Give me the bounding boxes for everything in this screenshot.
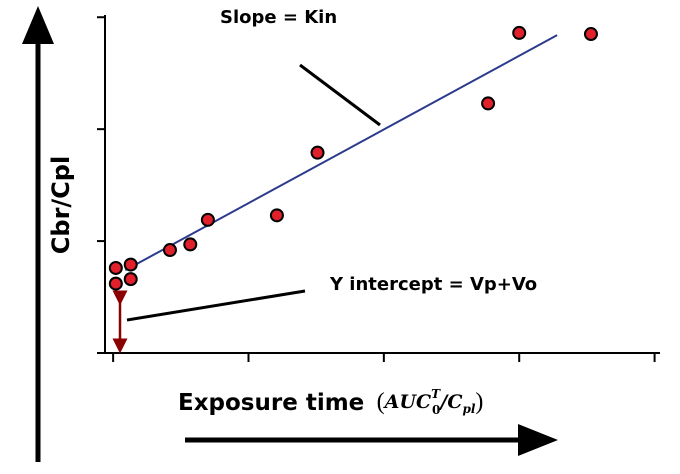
y-arrow-head [22, 6, 54, 44]
x-label-text: Exposure time [178, 390, 364, 416]
x-label-sub2: pl [462, 402, 475, 416]
x-label-slash: /C [438, 391, 462, 413]
x-arrow-head [518, 424, 558, 456]
point [183, 237, 198, 252]
point [162, 243, 177, 258]
slope-pointer [299, 63, 381, 127]
x-label-sup: T [431, 387, 441, 401]
x-label-paren: ( [377, 389, 385, 415]
point [269, 208, 284, 223]
point [200, 212, 215, 227]
intercept-pointer [126, 289, 306, 322]
point [108, 260, 123, 275]
point [123, 257, 138, 272]
point [108, 276, 123, 291]
y-axis-label: Cbr/Cpl [47, 156, 75, 254]
slope-annotation: Slope = Kin [220, 7, 337, 28]
point [123, 272, 138, 287]
intercept-annotation: Y intercept = Vp+Vo [329, 274, 537, 295]
point [310, 145, 325, 160]
point [512, 25, 527, 40]
point [583, 27, 598, 42]
x-label-base: AUC [383, 391, 431, 413]
fit-line [124, 34, 558, 272]
x-label-paren: ) [475, 389, 483, 415]
point [481, 96, 496, 111]
x-label-sub: 0 [432, 403, 440, 417]
x-axis-label: Exposure time (AUCT 0/Cpl) [178, 387, 483, 417]
